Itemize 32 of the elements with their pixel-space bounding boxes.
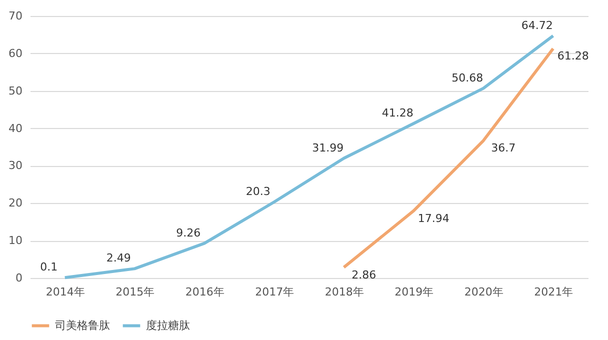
- y-tick-label: 30: [8, 159, 22, 172]
- y-tick-label: 20: [8, 196, 22, 210]
- x-tick-label: 2020年: [464, 286, 504, 298]
- data-label: 31.99: [312, 141, 344, 154]
- data-label: 20.3: [246, 185, 270, 198]
- x-tick-label: 2014年: [46, 286, 85, 298]
- data-label: 61.28: [557, 50, 589, 63]
- data-label: 9.26: [176, 226, 201, 240]
- y-tick-label: 50: [8, 84, 22, 98]
- x-tick-label: 2019年: [394, 286, 434, 298]
- legend-label: 度拉糖肽: [146, 318, 190, 332]
- x-tick-label: 2018年: [324, 286, 364, 298]
- data-label: 17.94: [418, 212, 450, 225]
- y-tick-label: 10: [8, 234, 22, 248]
- line-series: [63, 34, 555, 280]
- data-label: 50.68: [452, 71, 484, 84]
- legend-label: 司美格鲁肽: [55, 318, 110, 332]
- data-label: 41.28: [382, 106, 414, 120]
- data-label: 64.72: [521, 18, 553, 32]
- data-label: 2.86: [352, 268, 376, 282]
- data-label: 2.49: [106, 252, 131, 265]
- x-tick-label: 2021年: [534, 286, 574, 298]
- y-tick-label: 0: [16, 272, 22, 284]
- data-label: 0.1: [40, 260, 58, 274]
- y-tick-label: 60: [8, 46, 22, 60]
- y-tick-label: 70: [8, 10, 22, 22]
- x-tick-label: 2015年: [116, 286, 155, 298]
- line-series: [342, 47, 555, 269]
- data-label: 36.7: [491, 142, 516, 155]
- x-tick-label: 2017年: [255, 286, 294, 298]
- x-tick-label: 2016年: [185, 286, 224, 298]
- y-tick-label: 40: [8, 122, 22, 135]
